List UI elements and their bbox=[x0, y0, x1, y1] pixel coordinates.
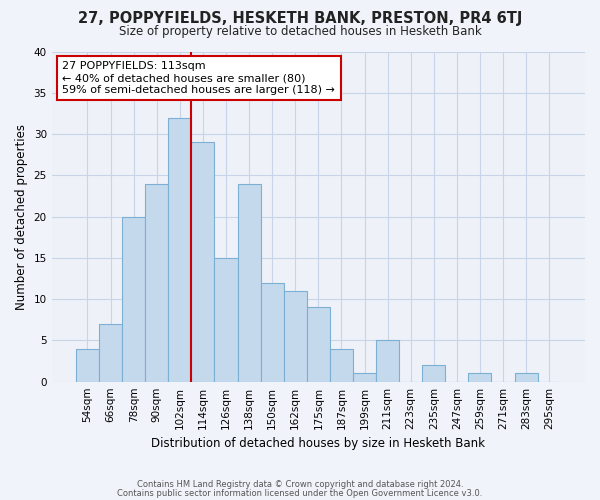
Bar bbox=[214, 258, 238, 382]
Bar bbox=[469, 374, 491, 382]
Text: Size of property relative to detached houses in Hesketh Bank: Size of property relative to detached ho… bbox=[119, 25, 481, 38]
Text: Contains HM Land Registry data © Crown copyright and database right 2024.: Contains HM Land Registry data © Crown c… bbox=[137, 480, 463, 489]
Bar bbox=[353, 374, 376, 382]
Text: Contains public sector information licensed under the Open Government Licence v3: Contains public sector information licen… bbox=[118, 488, 482, 498]
Bar bbox=[99, 324, 122, 382]
Text: 27 POPPYFIELDS: 113sqm
← 40% of detached houses are smaller (80)
59% of semi-det: 27 POPPYFIELDS: 113sqm ← 40% of detached… bbox=[62, 62, 335, 94]
Bar bbox=[330, 348, 353, 382]
Bar bbox=[307, 308, 330, 382]
Bar bbox=[284, 291, 307, 382]
Bar bbox=[122, 216, 145, 382]
X-axis label: Distribution of detached houses by size in Hesketh Bank: Distribution of detached houses by size … bbox=[151, 437, 485, 450]
Bar bbox=[515, 374, 538, 382]
Bar bbox=[238, 184, 260, 382]
Bar bbox=[376, 340, 399, 382]
Text: 27, POPPYFIELDS, HESKETH BANK, PRESTON, PR4 6TJ: 27, POPPYFIELDS, HESKETH BANK, PRESTON, … bbox=[78, 12, 522, 26]
Bar bbox=[145, 184, 168, 382]
Bar bbox=[260, 282, 284, 382]
Y-axis label: Number of detached properties: Number of detached properties bbox=[15, 124, 28, 310]
Bar bbox=[422, 365, 445, 382]
Bar bbox=[76, 348, 99, 382]
Bar bbox=[168, 118, 191, 382]
Bar bbox=[191, 142, 214, 382]
